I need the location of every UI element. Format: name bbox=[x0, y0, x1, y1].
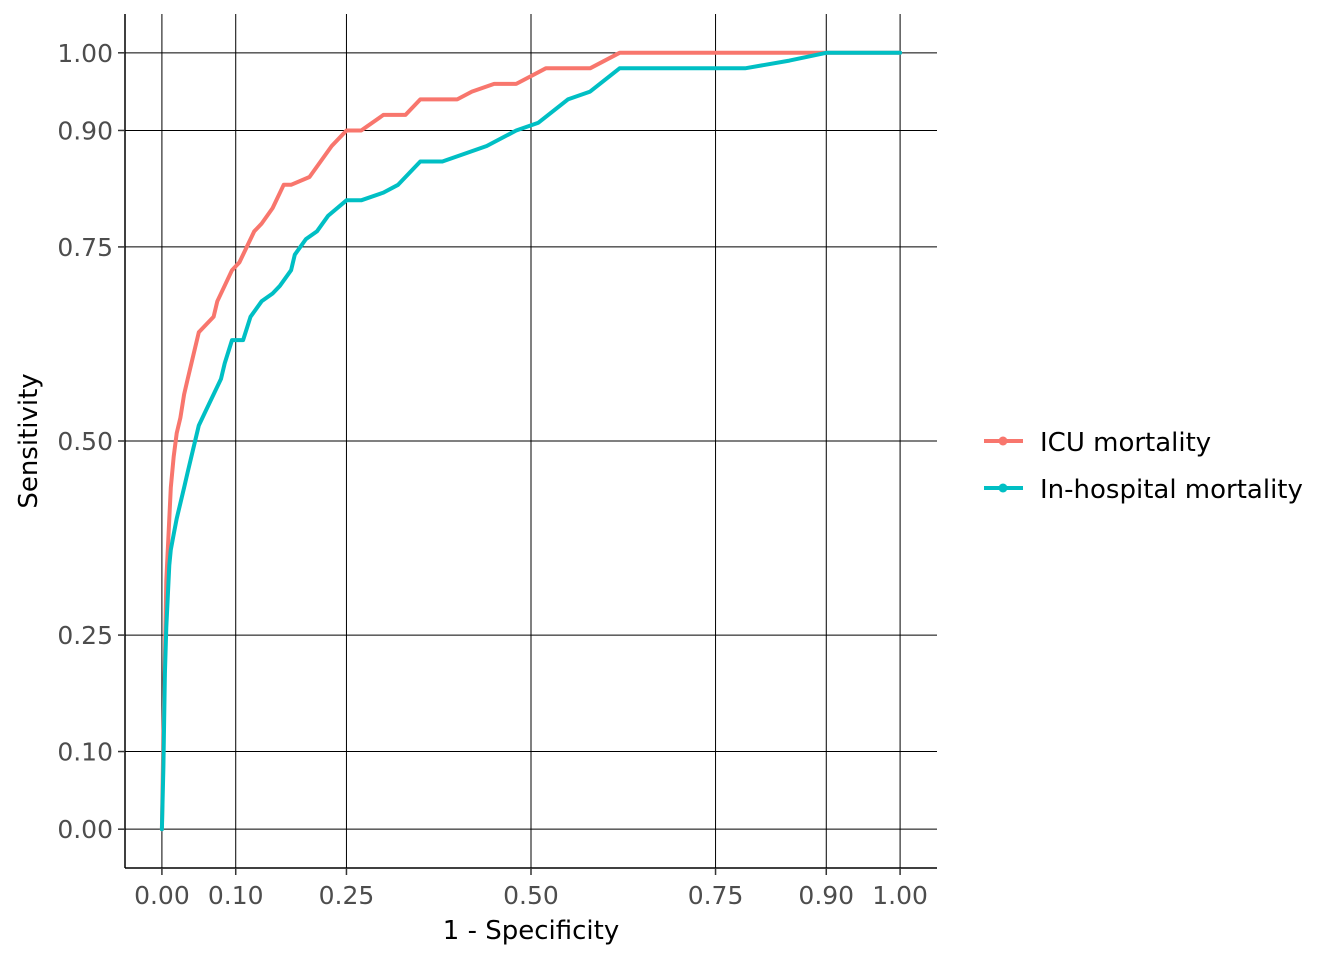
x-axis-title: 1 - Specificity bbox=[443, 916, 619, 946]
series-lines bbox=[159, 50, 903, 832]
tick-labels: 0.00 0.10 0.25 0.50 0.75 0.90 1.00 0.00 0.10 0.25… bbox=[57, 39, 928, 910]
axes bbox=[118, 14, 937, 875]
y-tick-label: 1.00 bbox=[57, 39, 113, 68]
y-tick-label: 0.90 bbox=[57, 116, 113, 145]
y-tick-label: 0.25 bbox=[57, 621, 113, 650]
legend-dot-icu-mortality bbox=[998, 436, 1008, 446]
x-tick-label: 1.00 bbox=[872, 881, 928, 910]
x-tick-label: 0.10 bbox=[208, 881, 264, 910]
x-tick-label: 0.90 bbox=[798, 881, 854, 910]
grid-lines bbox=[125, 14, 937, 868]
legend: ICU mortality In-hospital mortality bbox=[984, 428, 1303, 505]
x-tick-label: 0.00 bbox=[134, 881, 190, 910]
legend-label-icu-mortality: ICU mortality bbox=[1040, 428, 1211, 458]
y-axis-title: Sensitivity bbox=[14, 373, 44, 508]
x-tick-label: 0.50 bbox=[503, 881, 559, 910]
legend-item-icu-mortality: ICU mortality bbox=[984, 428, 1211, 458]
y-tick-label: 0.00 bbox=[57, 815, 113, 844]
y-tick-label: 0.50 bbox=[57, 427, 113, 456]
legend-label-in-hospital-mortality: In-hospital mortality bbox=[1040, 475, 1303, 505]
x-tick-label: 0.75 bbox=[688, 881, 744, 910]
series-line-in-hospital-mortality bbox=[159, 50, 903, 832]
x-tick-label: 0.25 bbox=[319, 881, 375, 910]
legend-dot-in-hospital-mortality bbox=[998, 483, 1008, 493]
legend-item-in-hospital-mortality: In-hospital mortality bbox=[984, 475, 1303, 505]
y-tick-label: 0.10 bbox=[57, 738, 113, 767]
y-tick-label: 0.75 bbox=[57, 233, 113, 262]
series-line-icu-mortality bbox=[159, 50, 903, 832]
